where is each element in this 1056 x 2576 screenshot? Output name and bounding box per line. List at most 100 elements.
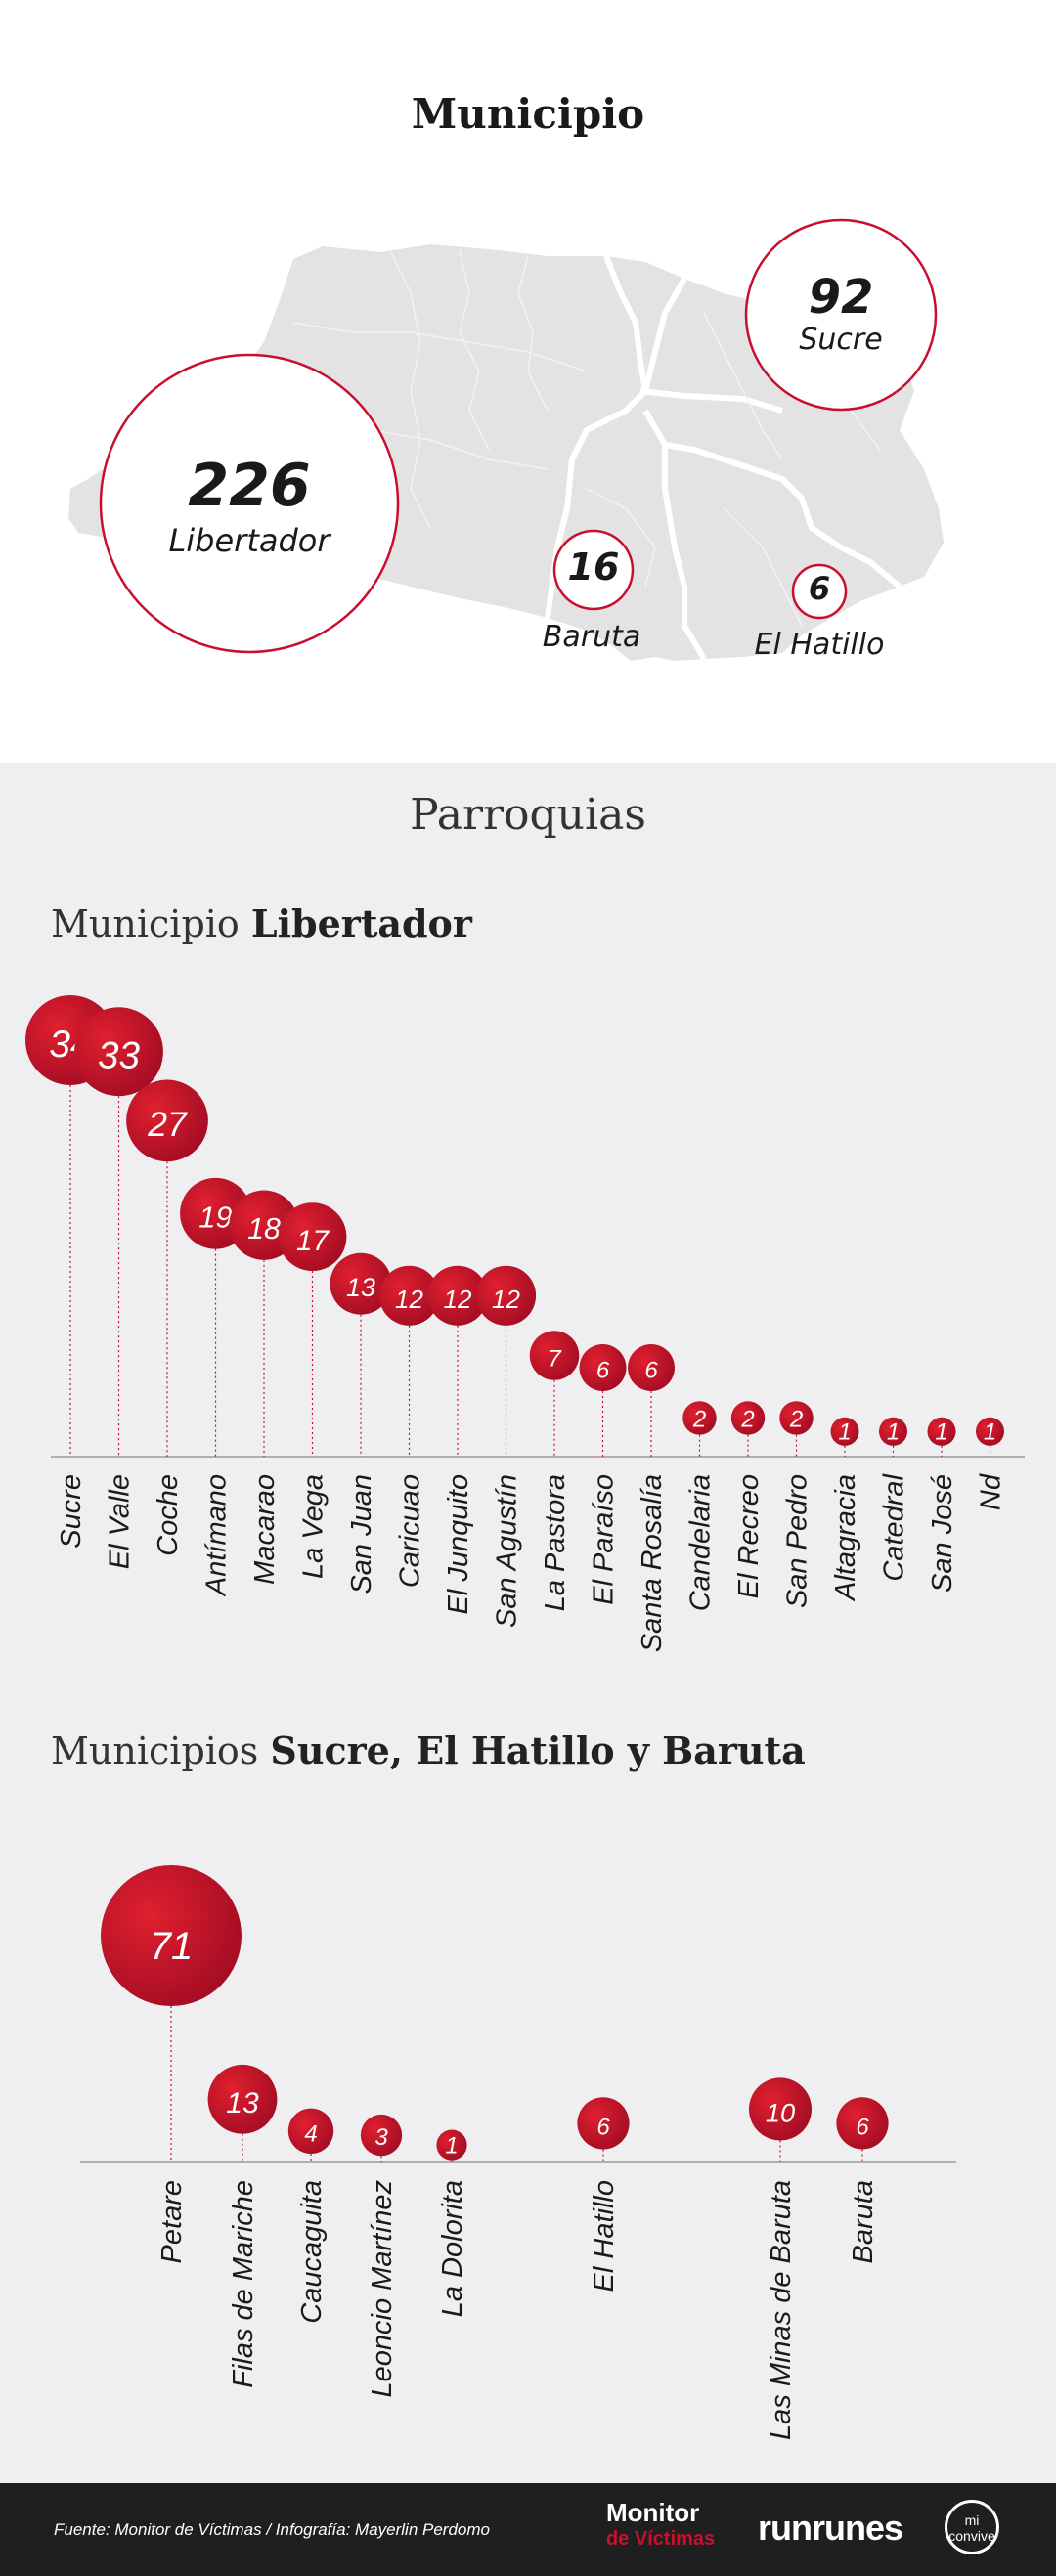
bubble-san-jose [927, 1417, 956, 1446]
el-hatillo-name: El Hatillo [754, 628, 885, 662]
parroquias-section [0, 763, 1056, 2483]
category-label-el-valle: El Valle [105, 1474, 136, 1569]
parroquias-title: Parroquias [410, 790, 646, 840]
category-label-caucaguita: Caucaguita [296, 2180, 328, 2324]
value-label-santa-rosalia: 6 [644, 1358, 658, 1384]
value-label-el-junquito: 12 [444, 1285, 472, 1314]
bubble-el-valle [74, 1007, 163, 1097]
bubble-libertador [99, 353, 400, 654]
logo-main: Monitor [606, 2498, 700, 2527]
bubble-santa-rosalia [628, 1344, 675, 1391]
value-label-macarao: 18 [247, 1213, 281, 1245]
value-label-caucaguita: 4 [304, 2120, 317, 2147]
category-label-el-recreo: El Recreo [733, 1474, 765, 1598]
category-label-leoncio-martinez: Leoncio Martínez [367, 2180, 398, 2398]
value-label-las-minas-de-baruta: 10 [766, 2097, 795, 2127]
bubble-el-junquito [427, 1265, 488, 1326]
value-label-san-juan: 13 [346, 1273, 375, 1302]
value-label-antimano: 19 [198, 1200, 232, 1234]
category-label-la-vega: La Vega [298, 1474, 330, 1579]
bubble-el-paraiso [579, 1344, 627, 1391]
value-label-san-pedro: 2 [789, 1406, 803, 1432]
category-label-altagracia: Altagracia [830, 1474, 861, 1602]
category-label-santa-rosalia: Santa Rosalía [637, 1474, 668, 1652]
bubble-sucre [744, 218, 938, 412]
bubble-la-dolorita [436, 2129, 467, 2161]
bubble-la-pastora [529, 1331, 580, 1380]
category-label-san-jose: San José [927, 1474, 958, 1593]
value-label-el-hatillo: 6 [596, 2114, 610, 2140]
el-hatillo-value: 6 [808, 570, 831, 607]
category-label-candelaria: Candelaria [685, 1474, 717, 1611]
value-label-baruta: 6 [856, 2114, 869, 2140]
category-label-coche: Coche [153, 1474, 184, 1556]
value-label-el-valle: 33 [98, 1034, 140, 1076]
value-label-san-jose: 1 [935, 1419, 947, 1445]
value-label-la-dolorita: 1 [445, 2133, 458, 2160]
category-label-macarao: Macarao [249, 1474, 281, 1585]
category-label-las-minas-de-baruta: Las Minas de Baruta [766, 2180, 797, 2440]
section-title-libertador: Municipio Libertador [51, 901, 472, 945]
section-title-prefix: Municipios [51, 1729, 271, 1772]
category-label-nd: Nd [976, 1473, 1007, 1510]
logo-sub: de Víctimas [606, 2528, 716, 2550]
category-label-san-juan: San Juan [346, 1474, 377, 1594]
category-label-caricuao: Caricuao [395, 1474, 426, 1588]
bubble-filas-de-mariche [207, 2064, 278, 2134]
value-label-filas-de-mariche: 13 [226, 2087, 259, 2119]
bubble-coche [126, 1079, 208, 1162]
value-label-coche: 27 [147, 1105, 188, 1144]
bubble-candelaria [682, 1401, 717, 1435]
value-label-catedral: 1 [887, 1419, 900, 1445]
baruta-value: 16 [567, 546, 620, 589]
value-label-leoncio-martinez: 3 [374, 2124, 388, 2151]
bubble-san-juan [330, 1252, 392, 1315]
footer-source: Fuente: Monitor de Víctimas / Infografía… [54, 2520, 490, 2539]
sucre-name: Sucre [799, 323, 883, 357]
footer [0, 2483, 1056, 2576]
value-label-altagracia: 1 [838, 1419, 851, 1445]
value-label-la-vega: 17 [296, 1225, 330, 1257]
caracas-map [68, 218, 944, 661]
section-title-prefix: Municipio [51, 902, 251, 945]
category-label-la-pastora: La Pastora [540, 1474, 571, 1611]
bubble-el-recreo [730, 1401, 766, 1435]
value-label-el-recreo: 2 [740, 1406, 754, 1432]
section-title-bold: Libertador [250, 901, 472, 945]
category-label-baruta: Baruta [848, 2180, 879, 2263]
bubble-san-pedro [779, 1401, 814, 1435]
category-label-san-pedro: San Pedro [782, 1474, 814, 1608]
bubble-caricuao [378, 1265, 440, 1326]
baruta-name: Baruta [542, 620, 641, 654]
category-label-la-dolorita: La Dolorita [437, 2180, 468, 2317]
value-label-caricuao: 12 [395, 1285, 423, 1314]
value-label-san-agustin: 12 [492, 1285, 520, 1314]
bubble-la-vega [278, 1202, 347, 1271]
value-label-candelaria: 2 [692, 1406, 706, 1432]
bubble-leoncio-martinez [360, 2114, 403, 2157]
bubble-baruta [552, 529, 635, 611]
bubble-caucaguita [287, 2108, 334, 2154]
value-label-el-paraiso: 6 [596, 1358, 610, 1384]
monitor-victimas-logo: Monitor de Víctimas [606, 2498, 716, 2551]
category-label-sucre: Sucre [56, 1474, 87, 1549]
category-label-antimano: Antímano [201, 1474, 233, 1597]
runrunes-logo: runrunes [758, 2508, 903, 2548]
bubble-las-minas-de-baruta [748, 2077, 813, 2141]
sucre-value: 92 [808, 270, 874, 325]
category-label-el-junquito: El Junquito [443, 1474, 474, 1615]
category-label-petare: Petare [156, 2180, 188, 2263]
bubble-el-hatillo [791, 563, 848, 620]
category-label-san-agustin: San Agustín [492, 1474, 523, 1628]
section-title-sucre-hatillo-baruta: Municipios Sucre, El Hatillo y Baruta [51, 1728, 806, 1772]
value-label-la-pastora: 7 [548, 1346, 562, 1373]
libertador-name: Libertador [168, 522, 330, 559]
section-title-bold: Sucre, El Hatillo y Baruta [270, 1728, 806, 1772]
bubble-nd [975, 1417, 1005, 1446]
value-label-nd: 1 [984, 1419, 996, 1445]
category-label-filas-de-mariche: Filas de Mariche [228, 2180, 259, 2388]
bubble-san-agustin [475, 1265, 537, 1326]
category-label-el-paraiso: El Paraíso [589, 1474, 620, 1605]
value-label-petare: 71 [150, 1925, 194, 1968]
